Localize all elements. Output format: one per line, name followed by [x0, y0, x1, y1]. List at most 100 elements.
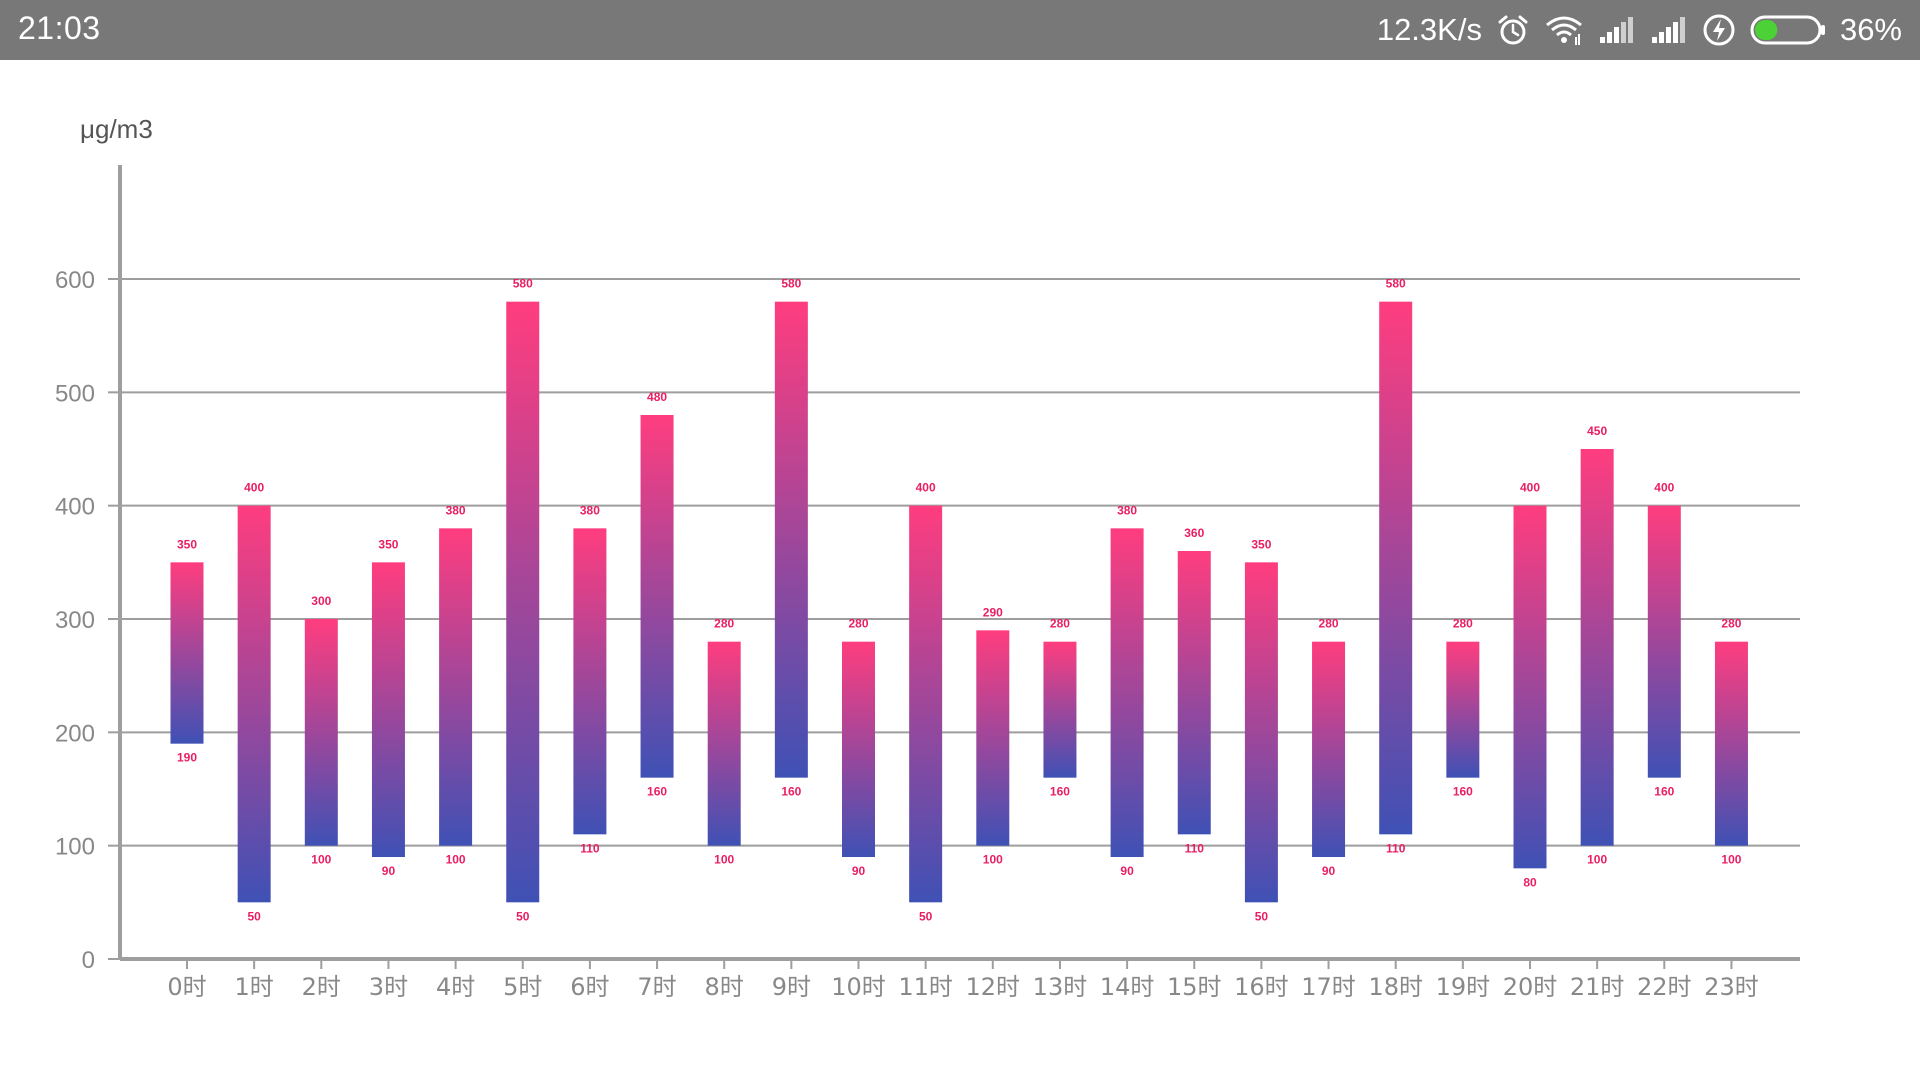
y-axis-label: μg/m3 [80, 114, 153, 144]
range-bar [1312, 641, 1346, 857]
chart-area: μg/m3 350 190 400 50 300 100 350 90 380 100 580 50 3… [0, 60, 1920, 1080]
bar-low-label: 90 [852, 864, 866, 878]
range-bar [842, 641, 875, 857]
x-tick-label: 23时 [1704, 973, 1759, 1001]
bar-low-label: 100 [1721, 853, 1741, 867]
bar-high-label: 400 [1520, 481, 1540, 495]
range-bar [1177, 551, 1211, 835]
bar-high-label: 280 [714, 617, 734, 631]
bar-high-label: 580 [1386, 277, 1406, 291]
bar-high-label: 400 [1654, 481, 1674, 495]
battery-fill [1754, 20, 1778, 40]
x-tick-label: 18时 [1368, 973, 1423, 1001]
range-bar [640, 415, 674, 778]
range-bar [1379, 301, 1413, 835]
bar-high-label: 280 [848, 617, 868, 631]
x-tick-label: 21时 [1570, 973, 1625, 1001]
bar-low-label: 110 [580, 841, 600, 855]
range-bar [976, 630, 1010, 846]
x-tick-label: 13时 [1033, 973, 1088, 1001]
range-bar [304, 619, 338, 846]
bar-high-label: 580 [513, 277, 533, 291]
bar-high-label: 280 [1453, 617, 1473, 631]
bar-low-label: 110 [1386, 841, 1406, 855]
y-tick-label: 400 [55, 494, 95, 521]
range-bar [1580, 449, 1614, 846]
bar-high-label: 280 [1721, 617, 1741, 631]
status-time: 21:03 [18, 10, 101, 46]
signal-icon [1599, 17, 1633, 43]
bar-low-label: 100 [983, 853, 1003, 867]
y-tick-label: 100 [55, 834, 95, 861]
x-tick-label: 9时 [772, 973, 811, 1001]
bar-low-label: 100 [1587, 853, 1607, 867]
range-bar [237, 505, 271, 903]
bar-low-label: 100 [446, 853, 466, 867]
range-bar [774, 301, 808, 778]
bar-low-label: 110 [1185, 841, 1205, 855]
bar-layer: 350 190 400 50 300 100 350 90 380 100 580 50 380 110 4… [170, 277, 1748, 923]
y-tick-label: 300 [55, 607, 95, 634]
range-bar-chart: μg/m3 3501904005030010035090380100580503… [55, 114, 1800, 1001]
bar-low-label: 90 [1322, 864, 1336, 878]
x-tick-label: 16时 [1234, 973, 1289, 1001]
x-tick-label: 5时 [503, 973, 542, 1001]
battery-icon [1750, 15, 1825, 45]
bar-high-label: 280 [1319, 617, 1339, 631]
range-bar [170, 562, 204, 744]
range-bar [1647, 505, 1681, 778]
bar-low-label: 160 [1050, 785, 1070, 799]
bar-high-label: 380 [446, 503, 466, 517]
range-bar [1446, 641, 1480, 778]
bar-low-label: 50 [1255, 909, 1269, 923]
range-bar [371, 562, 405, 857]
x-tick-label: 11时 [898, 973, 953, 1001]
bar-high-label: 450 [1587, 424, 1607, 438]
bar-low-label: 90 [1120, 864, 1134, 878]
bar-high-label: 290 [983, 605, 1003, 619]
x-tick-label: 3时 [369, 973, 408, 1001]
bar-high-label: 380 [580, 503, 600, 517]
x-tick-label: 0时 [167, 973, 206, 1001]
signal-icon [1651, 17, 1685, 43]
bar-low-label: 50 [247, 909, 261, 923]
bar-low-label: 160 [781, 785, 801, 799]
x-tick-label: 2时 [302, 973, 341, 1001]
x-tick-label: 15时 [1167, 973, 1222, 1001]
x-tick-label: 22时 [1637, 973, 1692, 1001]
bar-high-label: 400 [244, 481, 264, 495]
x-tick-label: 7时 [637, 973, 676, 1001]
bar-low-label: 50 [919, 909, 933, 923]
range-bar [1244, 562, 1278, 903]
range-bar [1714, 641, 1748, 846]
y-tick-label: 200 [55, 720, 95, 747]
y-tick-label: 500 [55, 380, 95, 407]
bar-high-label: 300 [311, 594, 331, 608]
range-bar [707, 641, 741, 846]
x-tick-label: 6时 [570, 973, 609, 1001]
x-tick-label: 1时 [235, 973, 274, 1001]
bar-high-label: 350 [378, 537, 398, 551]
x-tick-label: 14时 [1100, 973, 1155, 1001]
bar-low-label: 190 [177, 751, 197, 765]
charging-icon [1703, 14, 1735, 46]
x-tick-label: 17时 [1301, 973, 1356, 1001]
status-right-group: 12.3K/s [1377, 0, 1902, 60]
axis-layer: 0 100 200 300 400 500 600 0时 1时 2时 3时 4时 5时 6时 7时 8时 9时 1… [55, 165, 1800, 1001]
bar-high-label: 360 [1184, 526, 1204, 540]
bar-low-label: 160 [647, 785, 667, 799]
range-bar [506, 301, 540, 903]
bar-high-label: 350 [177, 537, 197, 551]
bar-high-label: 580 [781, 277, 801, 291]
bar-low-label: 100 [714, 853, 734, 867]
status-bar: 21:03 12.3K/s [0, 0, 1920, 60]
x-tick-label: 8时 [705, 973, 744, 1001]
range-bar [439, 528, 473, 846]
bar-low-label: 160 [1654, 785, 1674, 799]
range-bar [573, 528, 607, 835]
bar-low-label: 100 [311, 853, 331, 867]
range-bar [1043, 641, 1077, 778]
battery-percent: 36% [1839, 12, 1902, 47]
y-tick-label: 0 [82, 947, 95, 974]
alarm-icon [1498, 15, 1528, 45]
